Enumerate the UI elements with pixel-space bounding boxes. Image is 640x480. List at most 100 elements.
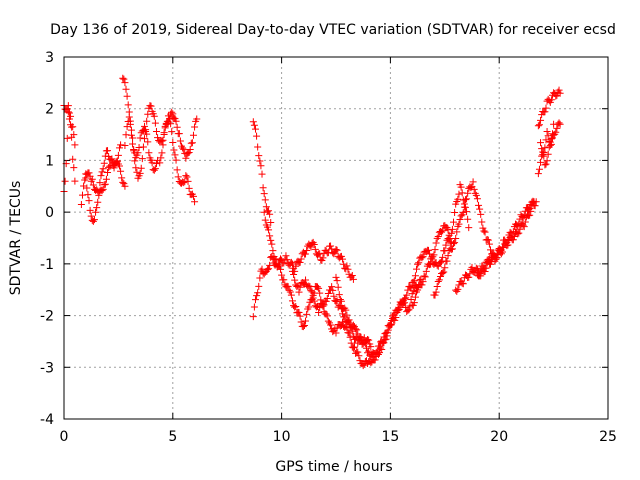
data-point-marker [516, 225, 524, 233]
data-point-marker [254, 143, 262, 151]
data-point-marker [167, 120, 175, 128]
data-point-marker [520, 212, 528, 220]
data-series [249, 238, 357, 321]
data-point-marker [542, 136, 550, 144]
data-point-marker [154, 134, 162, 142]
data-point-marker [129, 134, 137, 142]
data-point-marker [463, 208, 471, 216]
data-point-marker [160, 129, 168, 137]
data-point-marker [90, 216, 98, 224]
data-point-marker [284, 283, 292, 291]
data-point-marker [485, 240, 493, 248]
data-point-marker [100, 181, 108, 189]
data-point-marker [436, 273, 444, 281]
data-point-marker [255, 152, 263, 160]
data-point-marker [251, 296, 259, 304]
data-point-marker [189, 192, 197, 200]
data-point-marker [322, 310, 330, 318]
data-point-marker [100, 159, 108, 167]
data-point-marker [290, 270, 298, 278]
data-point-marker [64, 108, 72, 116]
data-point-marker [191, 198, 199, 206]
data-point-marker [430, 251, 438, 259]
data-point-marker [282, 252, 290, 260]
x-tick-label: 25 [599, 429, 617, 445]
data-point-marker [299, 323, 307, 331]
y-tick-label: 0 [45, 205, 54, 221]
data-point-marker [481, 264, 489, 272]
data-point-marker [404, 306, 412, 314]
data-point-marker [476, 270, 484, 278]
data-point-marker [182, 172, 190, 180]
data-point-marker [146, 102, 154, 110]
data-point-marker [136, 134, 144, 142]
data-point-marker [544, 132, 552, 140]
data-point-marker [521, 218, 529, 226]
data-point-marker [346, 333, 354, 341]
data-point-marker [136, 169, 144, 177]
data-point-marker [537, 116, 545, 124]
data-point-marker [137, 164, 145, 172]
data-point-marker [460, 203, 468, 211]
data-point-marker [296, 312, 304, 320]
chart-title: Day 136 of 2019, Sidereal Day-to-day VTE… [50, 22, 616, 38]
data-series [369, 222, 455, 364]
data-point-marker [401, 295, 409, 303]
data-point-marker [371, 356, 379, 364]
y-axis-label: SDTVAR / TECUs [8, 181, 24, 296]
data-point-marker [188, 139, 196, 147]
data-point-marker [261, 216, 269, 224]
data-point-marker [465, 273, 473, 281]
data-point-marker [182, 154, 190, 162]
data-point-marker [312, 303, 320, 311]
data-point-marker [193, 115, 201, 123]
data-point-marker [292, 262, 300, 270]
data-series [156, 112, 199, 206]
data-point-marker [454, 285, 462, 293]
data-point-marker [442, 241, 450, 249]
data-point-marker [127, 126, 135, 134]
data-point-marker [438, 228, 446, 236]
data-point-marker [305, 303, 313, 311]
data-point-marker [367, 343, 375, 351]
data-point-marker [464, 189, 472, 197]
data-point-marker [152, 127, 160, 135]
data-point-marker [179, 144, 187, 152]
data-point-marker [87, 212, 95, 220]
data-point-marker [543, 127, 551, 135]
data-point-marker [168, 128, 176, 136]
data-point-marker [472, 191, 480, 199]
data-point-marker [424, 246, 432, 254]
data-point-marker [343, 262, 351, 270]
data-point-marker [493, 251, 501, 259]
data-point-marker [255, 282, 263, 290]
data-series [534, 86, 564, 130]
data-point-marker [356, 337, 364, 345]
data-point-marker [403, 291, 411, 299]
data-point-marker [534, 170, 542, 178]
data-point-marker [480, 227, 488, 235]
data-point-marker [286, 288, 294, 296]
data-point-marker [406, 282, 414, 290]
data-point-marker [394, 305, 402, 313]
data-point-marker [327, 242, 335, 250]
data-point-marker [555, 86, 563, 94]
data-point-marker [399, 299, 407, 307]
data-point-marker [520, 223, 528, 231]
data-point-marker [418, 254, 426, 262]
data-point-marker [549, 130, 557, 138]
y-tick-label: -4 [40, 412, 54, 428]
data-point-marker [339, 255, 347, 263]
data-point-marker [525, 206, 533, 214]
data-point-marker [71, 141, 79, 149]
data-point-marker [380, 339, 388, 347]
data-point-marker [84, 191, 92, 199]
data-point-marker [448, 225, 456, 233]
data-point-marker [250, 303, 258, 311]
data-point-marker [373, 347, 381, 355]
data-point-marker [173, 166, 181, 174]
data-point-marker [183, 173, 191, 181]
data-point-marker [486, 260, 494, 268]
data-point-marker [344, 329, 352, 337]
